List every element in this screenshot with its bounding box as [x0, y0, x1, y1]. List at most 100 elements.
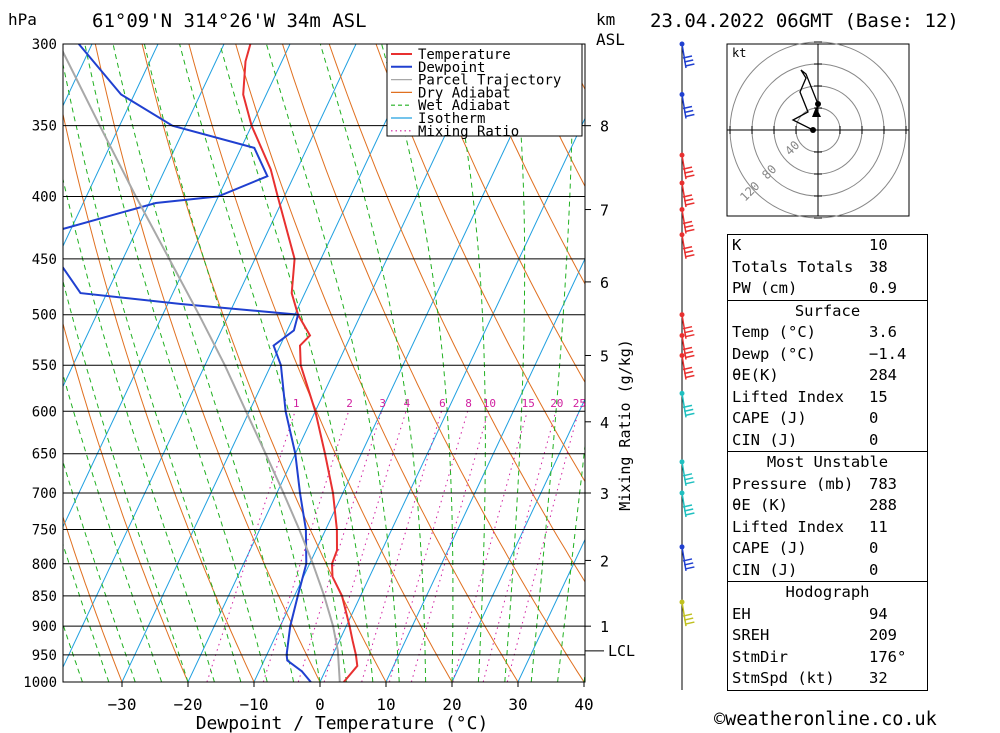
isotherm-line — [63, 44, 159, 248]
wind-barb-feather — [684, 477, 694, 481]
wind-barb-staff — [681, 335, 687, 360]
wind-barb-staff — [681, 234, 687, 259]
isotherm-line — [517, 538, 585, 682]
most-unstable-row: θE (K) 288 — [728, 495, 927, 517]
x-tick-label: 40 — [574, 695, 593, 714]
hodograph-label: StmDir — [732, 647, 788, 666]
index-value: 10 — [869, 236, 888, 254]
wind-barb-feather — [684, 250, 694, 254]
x-tick-label: 20 — [442, 695, 461, 714]
surface-value: 0 — [869, 430, 879, 449]
asl-label: ASL — [596, 30, 625, 49]
wind-barb-feather — [684, 170, 694, 174]
wind-barb-staff — [681, 182, 687, 208]
index-value: 0.9 — [869, 279, 897, 297]
surface-label: Lifted Index — [732, 387, 844, 406]
wind-barb — [679, 332, 695, 360]
hodograph-row: SREH 209 — [728, 625, 927, 647]
mixing-ratio-line — [206, 411, 296, 682]
index-value: 38 — [869, 257, 888, 276]
wind-barb-staff — [681, 43, 687, 69]
wet-adiabat-line — [319, 44, 427, 682]
wind-barb-feather — [682, 366, 693, 371]
wind-barb-staff — [681, 155, 687, 180]
hodograph-table-title: Hodograph — [785, 583, 870, 601]
most-unstable-value: 11 — [869, 517, 888, 536]
pressure-tick-label: 650 — [32, 447, 57, 463]
surface-row: Lifted Index 15 — [728, 387, 927, 409]
surface-row: Dewp (°C) −1.4 — [728, 344, 927, 366]
hodograph-label: SREH — [732, 626, 770, 644]
wind-barb — [679, 544, 695, 572]
wind-barb-feather — [684, 329, 694, 334]
hodograph-row: StmDir 176° — [728, 647, 927, 669]
dry-adiabat-line — [984, 44, 1000, 682]
hodograph-row: EH 94 — [728, 604, 927, 626]
wind-barb-feather — [682, 105, 693, 110]
most-unstable-row: Lifted Index 11 — [728, 517, 927, 539]
pressure-tick-label: 600 — [32, 404, 57, 420]
wind-barb-staff — [681, 314, 687, 339]
wind-barb-feather — [684, 198, 694, 202]
wind-barb-feather — [684, 370, 694, 375]
mixing-ratio-label: 6 — [439, 397, 446, 410]
wind-barb-feather — [684, 408, 694, 413]
mixing-ratio-label: 25 — [573, 397, 586, 410]
wind-barb — [679, 41, 695, 69]
pressure-tick-label: 900 — [32, 619, 57, 635]
surface-row: Temp (°C) 3.6 — [728, 322, 927, 344]
wind-barb-feather — [684, 617, 694, 621]
most-unstable-value: 0 — [869, 560, 879, 579]
isotherm-line — [0, 44, 26, 682]
wind-barb-feather — [685, 512, 695, 516]
hodograph-unit: kt — [732, 46, 746, 60]
pressure-tick-label: 400 — [32, 189, 57, 205]
mixing-ratio-label: 20 — [550, 397, 563, 410]
mixing-ratio-label: 8 — [465, 397, 472, 410]
hodograph-origin-dot — [810, 127, 816, 133]
index-row: PW (cm) 0.9 — [728, 278, 927, 300]
most-unstable-value: 783 — [869, 474, 897, 493]
wet-adiabat-line — [530, 44, 574, 682]
pressure-tick-label: 850 — [32, 589, 57, 605]
most-unstable-row: CIN (J) 0 — [728, 560, 927, 582]
indices-table: K 10 Totals Totals 38 PW (cm) 0.9 — [728, 235, 927, 300]
hodograph-value: 209 — [869, 626, 897, 644]
wind-barb-feather — [685, 481, 695, 485]
wind-barb-feather — [685, 412, 695, 417]
legend-entry: Wet Adiabat — [418, 98, 511, 114]
x-tick-label: −10 — [240, 695, 269, 714]
copyright-link[interactable]: ©weatheronline.co.uk — [714, 709, 937, 730]
km-tick-label: 8 — [600, 118, 609, 136]
most-unstable-label: CAPE (J) — [732, 539, 807, 557]
pressure-tick-label: 350 — [32, 119, 57, 135]
surface-label: θE(K) — [732, 366, 779, 384]
wet-adiabat-line — [557, 442, 585, 682]
storm-motion-marker — [812, 107, 821, 117]
mixing-ratio-line — [506, 411, 579, 682]
surface-label: Dewp (°C) — [732, 344, 816, 363]
hodograph-dot — [815, 101, 821, 107]
datetime-title: 23.04.2022 06GMT (Base: 12) — [650, 10, 959, 32]
wet-adiabat-line — [63, 460, 136, 682]
wind-barb-feather — [682, 558, 693, 562]
wind-barb-staff — [681, 209, 687, 234]
wind-barb — [679, 390, 695, 418]
pressure-tick-label: 1000 — [23, 675, 57, 691]
legend-entry: Temperature — [418, 47, 511, 63]
wet-adiabat-line — [219, 44, 374, 682]
hodograph-value: 176° — [869, 647, 907, 666]
wind-barb-feather — [685, 174, 695, 178]
isotherm-line — [319, 117, 585, 682]
wind-barb-feather — [682, 504, 693, 508]
mixing-ratio-label: 3 — [379, 397, 386, 410]
wind-barb-staff — [681, 492, 687, 518]
km-tick-label: 3 — [600, 485, 609, 503]
surface-value: 0 — [869, 409, 879, 427]
wind-barb-feather — [682, 166, 693, 170]
wind-barb-feather — [684, 109, 694, 114]
wind-barb — [679, 490, 695, 518]
index-row: K 10 — [728, 235, 927, 257]
plot-frame — [62, 43, 586, 683]
